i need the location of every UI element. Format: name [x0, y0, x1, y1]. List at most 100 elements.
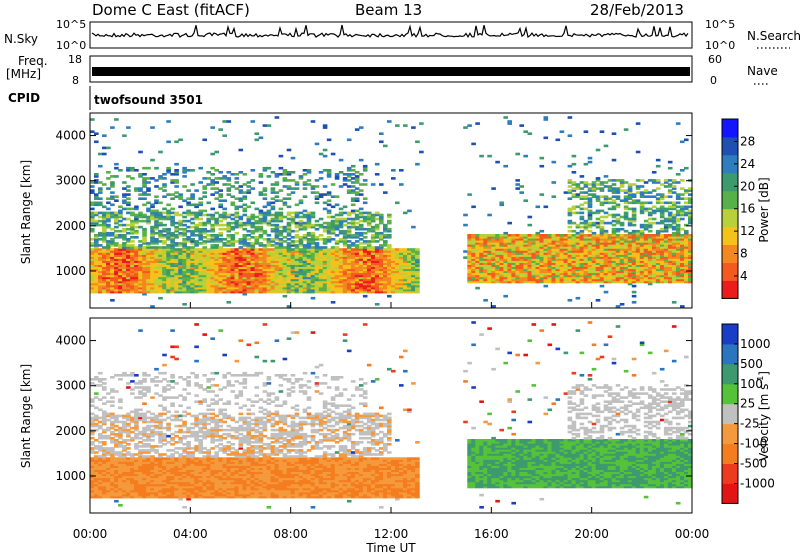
- echo-cell: [218, 224, 223, 227]
- echo-cell: [134, 230, 139, 233]
- echo-cell: [307, 232, 312, 235]
- echo-cell: [560, 234, 565, 237]
- echo-cell: [556, 139, 561, 142]
- echo-cell: [487, 155, 492, 158]
- echo-cell: [114, 212, 119, 215]
- echo-cell: [528, 132, 533, 135]
- echo-cell: [174, 234, 179, 237]
- echo-cell: [126, 167, 131, 170]
- echo-cell: [415, 248, 420, 251]
- echo-cell: [475, 234, 480, 237]
- echo-cell: [391, 248, 396, 251]
- echo-cell: [660, 234, 665, 237]
- nsearch-tick-max: 10^5: [705, 18, 735, 31]
- echo-cell: [499, 234, 504, 237]
- echo-cell: [130, 177, 135, 180]
- freq-tick-max: 18: [68, 53, 82, 66]
- echo-cell: [331, 206, 336, 209]
- echo-cell: [259, 248, 264, 251]
- echo-cell: [672, 191, 677, 194]
- echo-cell: [351, 204, 356, 207]
- echo-cell: [331, 220, 336, 223]
- echo-cell: [170, 232, 175, 235]
- echo-cell: [648, 230, 653, 233]
- echo-cell: [347, 244, 352, 247]
- echo-cell: [359, 173, 364, 176]
- echo-cell: [311, 297, 316, 300]
- echo-cell: [323, 222, 328, 225]
- echo-cell: [580, 222, 585, 225]
- echo-cell: [523, 199, 528, 202]
- echo-cell: [327, 236, 332, 239]
- echo-cell: [327, 204, 332, 207]
- echo-cell: [620, 179, 625, 182]
- echo-cell: [359, 232, 364, 235]
- power-heatmap: [90, 116, 693, 308]
- echo-cell: [114, 195, 119, 198]
- echo-cell: [162, 212, 167, 215]
- echo-cell: [271, 244, 276, 247]
- echo-cell: [668, 167, 673, 170]
- echo-cell: [672, 232, 677, 235]
- echo-cell: [544, 137, 549, 140]
- echo-cell: [247, 234, 252, 237]
- echo-cell: [263, 187, 268, 190]
- echo-cell: [134, 187, 139, 190]
- echo-cell: [255, 220, 260, 223]
- echo-cell: [295, 230, 300, 233]
- echo-cell: [355, 214, 360, 217]
- echo-cell: [652, 210, 657, 213]
- echo-cell: [218, 214, 223, 217]
- echo-cell: [351, 197, 356, 200]
- echo-cell: [323, 246, 328, 249]
- echo-cell: [295, 181, 300, 184]
- echo-cell: [668, 195, 673, 198]
- echo-cell: [275, 173, 280, 176]
- echo-cell: [335, 214, 340, 217]
- echo-cell: [243, 191, 248, 194]
- echo-cell: [231, 214, 236, 217]
- echo-cell: [684, 202, 689, 205]
- echo-cell: [303, 222, 308, 225]
- echo-cell: [403, 248, 408, 251]
- echo-cell: [198, 202, 203, 205]
- echo-cell: [367, 240, 372, 243]
- echo-cell: [206, 218, 211, 221]
- echo-cell: [580, 204, 585, 207]
- freq-trace: [92, 67, 690, 76]
- echo-cell: [291, 187, 296, 190]
- echo-cell: [283, 226, 288, 229]
- echo-cell: [194, 212, 199, 215]
- echo-cell: [218, 193, 223, 196]
- echo-cell: [399, 248, 404, 251]
- echo-cell: [359, 220, 364, 223]
- echo-cell: [146, 177, 151, 180]
- echo-cell: [387, 228, 392, 231]
- echo-cell: [592, 181, 597, 184]
- echo-cell: [239, 222, 244, 225]
- echo-cell: [218, 232, 223, 235]
- echo-cell: [170, 216, 175, 219]
- echo-cell: [596, 183, 601, 186]
- echo-cell: [415, 141, 420, 144]
- echo-cell: [628, 202, 633, 205]
- echo-cell: [672, 202, 677, 205]
- echo-cell: [323, 149, 328, 152]
- echo-cell: [150, 126, 155, 129]
- echo-cell: [98, 224, 103, 227]
- echo-cell: [528, 224, 533, 227]
- echo-cell: [343, 206, 348, 209]
- echo-cell: [491, 234, 496, 237]
- echo-cell: [335, 246, 340, 249]
- echo-cell: [608, 202, 613, 205]
- echo-cell: [182, 175, 187, 178]
- echo-cell: [154, 232, 159, 235]
- echo-cell: [271, 171, 276, 174]
- echo-cell: [206, 238, 211, 241]
- echo-cell: [275, 199, 280, 202]
- echo-cell: [588, 157, 593, 160]
- echo-cell: [379, 232, 384, 235]
- echo-cell: [295, 204, 300, 207]
- echo-cell: [568, 179, 573, 182]
- echo-cell: [351, 242, 356, 245]
